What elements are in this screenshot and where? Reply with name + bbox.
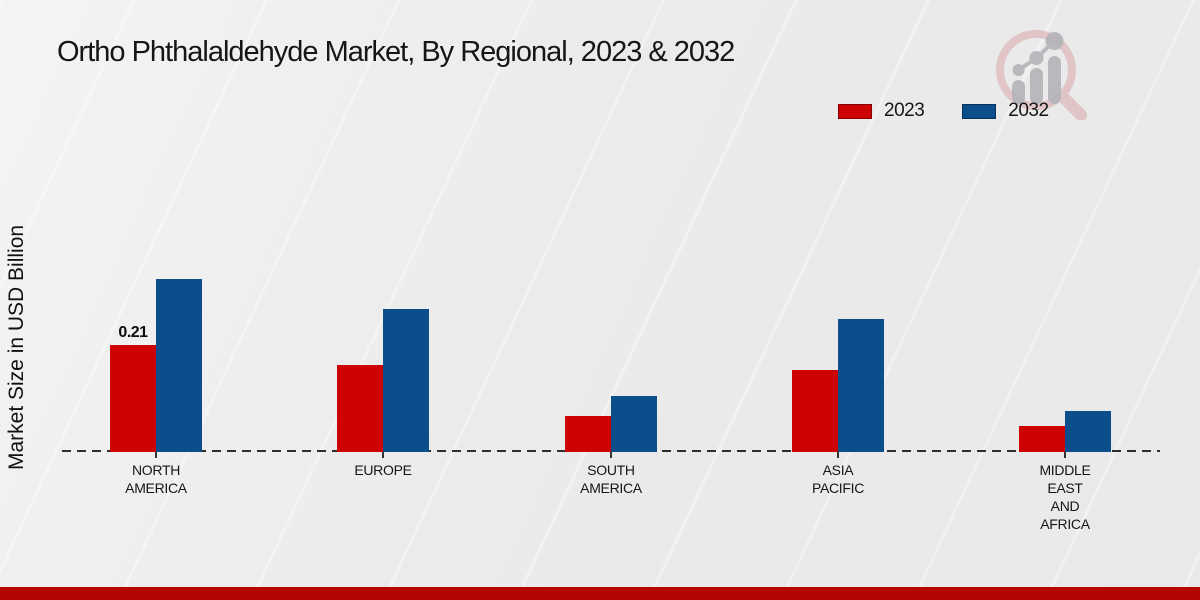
legend: 2023 2032 bbox=[838, 100, 1049, 122]
legend-label-2023: 2023 bbox=[884, 100, 925, 121]
x-axis-tick bbox=[155, 452, 157, 458]
magnifier-bar-chart-logo bbox=[996, 30, 1087, 120]
legend-swatch-2032 bbox=[962, 103, 997, 119]
chart-title: Ortho Phthalaldehyde Market, By Regional… bbox=[57, 36, 735, 68]
legend-item-2023: 2023 bbox=[838, 100, 925, 122]
y-axis-label: Market Size in USD Billion bbox=[5, 224, 28, 470]
magnifier-icon bbox=[996, 30, 1087, 120]
bar-2032-asia-pacific bbox=[838, 319, 884, 452]
category-label-asia-pacific: ASIA PACIFIC bbox=[811, 462, 865, 496]
x-axis-tick bbox=[382, 452, 384, 458]
x-axis-tick bbox=[1064, 452, 1066, 458]
legend-label-2032: 2032 bbox=[1008, 100, 1049, 121]
bar-2023-europe bbox=[337, 365, 383, 452]
x-axis-tick bbox=[610, 452, 612, 458]
data-label-2023: 0.21 bbox=[118, 324, 148, 341]
category-label-europe: EUROPE bbox=[354, 462, 412, 478]
bar-2023-south-america bbox=[565, 416, 611, 452]
bar-2032-south-america bbox=[611, 396, 657, 452]
bar-2023-asia-pacific bbox=[792, 370, 838, 452]
footer-accent-bar bbox=[0, 587, 1200, 600]
legend-swatch-2023 bbox=[838, 103, 872, 119]
bar-2032-north-america bbox=[156, 279, 202, 452]
trend-bars-icon bbox=[1012, 32, 1064, 104]
bar-2023-middle-east-and-africa bbox=[1019, 426, 1065, 452]
legend-item-2032: 2032 bbox=[962, 100, 1049, 122]
category-label-north-america: NORTH AMERICA bbox=[125, 462, 187, 496]
bar-2032-europe bbox=[383, 309, 429, 452]
category-label-middle-east-and-africa: MIDDLE EAST AND AFRICA bbox=[1039, 462, 1091, 532]
x-axis-tick bbox=[837, 452, 839, 458]
bar-2023-north-america bbox=[110, 345, 156, 452]
bar-2032-middle-east-and-africa bbox=[1065, 411, 1111, 452]
category-label-south-america: SOUTH AMERICA bbox=[580, 462, 642, 496]
